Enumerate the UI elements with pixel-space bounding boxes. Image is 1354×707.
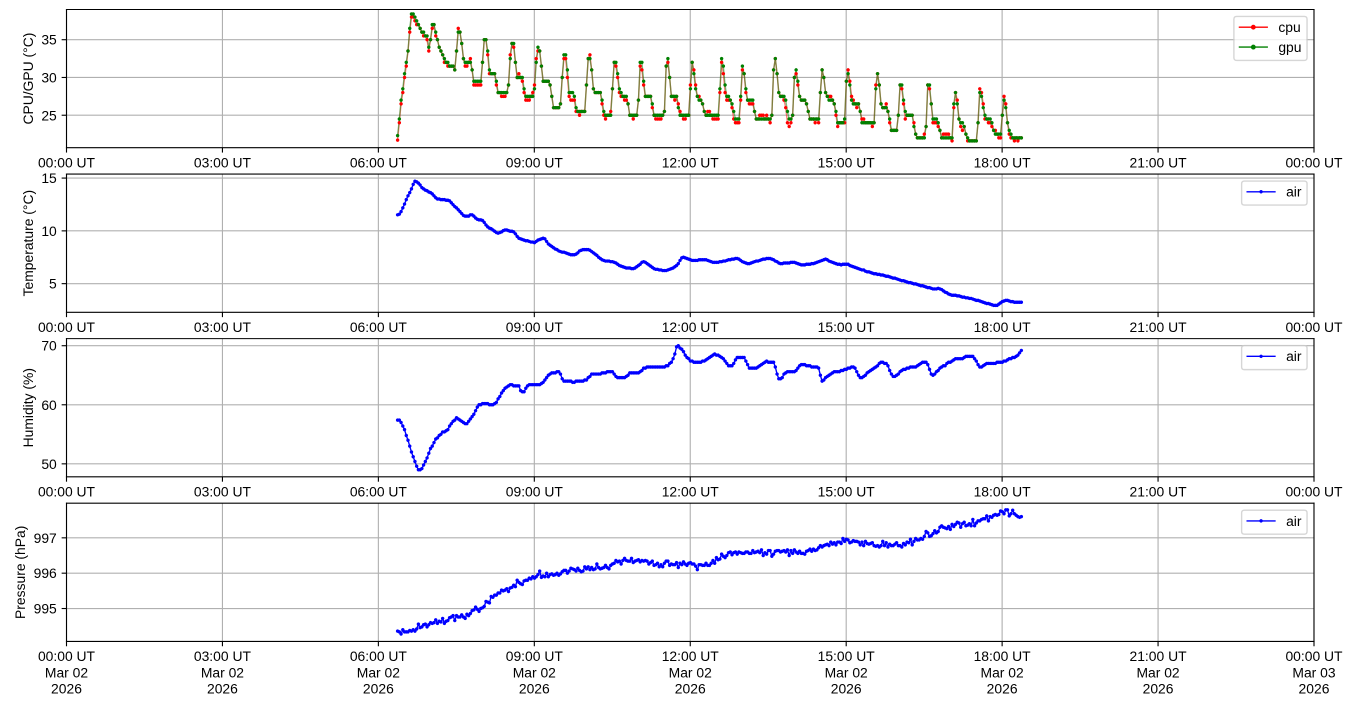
svg-text:Humidity (%): Humidity (%) [20, 368, 36, 447]
svg-text:21:00 UT: 21:00 UT [1130, 154, 1188, 170]
svg-text:21:00 UT: 21:00 UT [1130, 648, 1188, 664]
svg-text:Mar 02: Mar 02 [669, 664, 712, 680]
svg-text:2026: 2026 [1143, 681, 1174, 697]
svg-text:18:00 UT: 18:00 UT [974, 648, 1032, 664]
svg-text:2026: 2026 [1299, 681, 1330, 697]
svg-text:00:00 UT: 00:00 UT [1285, 154, 1343, 170]
svg-text:21:00 UT: 21:00 UT [1130, 484, 1188, 500]
svg-text:09:00 UT: 09:00 UT [506, 648, 564, 664]
svg-text:00:00 UT: 00:00 UT [38, 648, 96, 664]
svg-text:03:00 UT: 03:00 UT [194, 648, 252, 664]
svg-text:00:00 UT: 00:00 UT [1285, 648, 1343, 664]
svg-text:03:00 UT: 03:00 UT [194, 154, 252, 170]
svg-text:12:00 UT: 12:00 UT [662, 154, 720, 170]
svg-text:00:00 UT: 00:00 UT [1285, 319, 1343, 335]
svg-text:2026: 2026 [207, 681, 238, 697]
svg-text:2026: 2026 [987, 681, 1018, 697]
svg-text:gpu: gpu [1278, 39, 1301, 55]
svg-text:Mar 02: Mar 02 [1136, 664, 1179, 680]
svg-text:air: air [1286, 348, 1302, 364]
svg-text:10: 10 [41, 223, 57, 239]
svg-text:18:00 UT: 18:00 UT [974, 484, 1032, 500]
svg-text:70: 70 [41, 338, 57, 354]
svg-text:06:00 UT: 06:00 UT [350, 154, 408, 170]
svg-text:5: 5 [49, 276, 57, 292]
svg-text:15: 15 [41, 170, 57, 186]
svg-text:15:00 UT: 15:00 UT [818, 319, 876, 335]
svg-text:2026: 2026 [831, 681, 862, 697]
svg-text:996: 996 [34, 565, 57, 581]
svg-text:09:00 UT: 09:00 UT [506, 484, 564, 500]
svg-text:Mar 02: Mar 02 [981, 664, 1024, 680]
svg-text:2026: 2026 [51, 681, 82, 697]
svg-text:06:00 UT: 06:00 UT [350, 319, 408, 335]
svg-text:Pressure (hPa): Pressure (hPa) [12, 526, 28, 619]
svg-text:35: 35 [41, 32, 57, 48]
svg-text:00:00 UT: 00:00 UT [38, 154, 96, 170]
svg-text:2026: 2026 [363, 681, 394, 697]
svg-text:997: 997 [34, 530, 57, 546]
svg-text:09:00 UT: 09:00 UT [506, 319, 564, 335]
svg-text:50: 50 [41, 456, 57, 472]
svg-text:air: air [1286, 184, 1302, 200]
svg-text:Mar 02: Mar 02 [513, 664, 556, 680]
svg-text:18:00 UT: 18:00 UT [974, 154, 1032, 170]
svg-text:Mar 02: Mar 02 [357, 664, 400, 680]
svg-text:30: 30 [41, 70, 57, 86]
svg-text:2026: 2026 [675, 681, 706, 697]
svg-text:15:00 UT: 15:00 UT [818, 484, 876, 500]
svg-text:12:00 UT: 12:00 UT [662, 319, 720, 335]
svg-text:00:00 UT: 00:00 UT [38, 319, 96, 335]
svg-text:03:00 UT: 03:00 UT [194, 484, 252, 500]
svg-text:air: air [1286, 513, 1302, 529]
svg-text:25: 25 [41, 107, 57, 123]
svg-text:cpu: cpu [1278, 19, 1300, 35]
svg-text:15:00 UT: 15:00 UT [818, 648, 876, 664]
svg-text:995: 995 [34, 601, 57, 617]
svg-text:06:00 UT: 06:00 UT [350, 484, 408, 500]
svg-text:Mar 02: Mar 02 [201, 664, 244, 680]
svg-text:2026: 2026 [519, 681, 550, 697]
svg-text:06:00 UT: 06:00 UT [350, 648, 408, 664]
svg-text:21:00 UT: 21:00 UT [1130, 319, 1188, 335]
svg-text:12:00 UT: 12:00 UT [662, 648, 720, 664]
svg-text:18:00 UT: 18:00 UT [974, 319, 1032, 335]
svg-text:Mar 02: Mar 02 [825, 664, 868, 680]
svg-text:Temperature (°C): Temperature (°C) [20, 190, 36, 297]
svg-text:Mar 03: Mar 03 [1292, 664, 1335, 680]
svg-text:00:00 UT: 00:00 UT [1285, 484, 1343, 500]
svg-text:09:00 UT: 09:00 UT [506, 154, 564, 170]
svg-text:60: 60 [41, 397, 57, 413]
svg-text:15:00 UT: 15:00 UT [818, 154, 876, 170]
svg-text:Mar 02: Mar 02 [45, 664, 88, 680]
svg-text:00:00 UT: 00:00 UT [38, 484, 96, 500]
svg-text:12:00 UT: 12:00 UT [662, 484, 720, 500]
svg-text:CPU/GPU (°C): CPU/GPU (°C) [20, 33, 36, 125]
svg-text:03:00 UT: 03:00 UT [194, 319, 252, 335]
